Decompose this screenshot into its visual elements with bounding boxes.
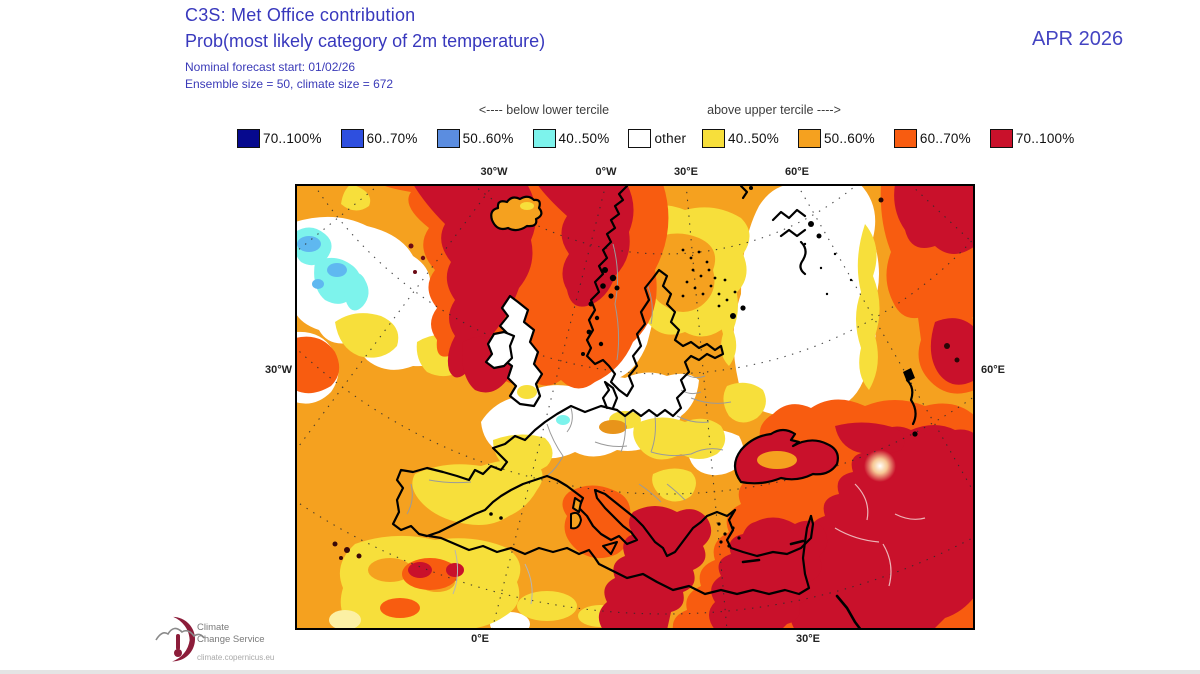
region-crimson (408, 184, 975, 630)
middle-east-borders (834, 483, 926, 587)
legend-swatch-red-orange (893, 129, 917, 148)
legend-swatch-navy (237, 129, 260, 148)
tick-left-30w: 30°W (264, 364, 292, 376)
legend-swatch-yellow (702, 129, 725, 148)
tick-top-30e: 30°E (674, 166, 698, 178)
legend-above-group: 40..50% 50..60% 60..70% 70..100% (702, 129, 1074, 148)
legend-item-orange: 50..60% (797, 129, 875, 148)
bottom-strip (0, 670, 1200, 674)
legend-below-group: 70..100% 60..70% 50..60% 40..50% other (237, 129, 686, 148)
tick-top-60e: 60°E (785, 166, 809, 178)
crete-island (741, 558, 761, 564)
legend-item-light-blue: 50..60% (436, 129, 514, 148)
legend-item-navy: 70..100% (237, 129, 322, 148)
atlantic-coast (391, 404, 737, 558)
tick-bottom-30e: 30°E (796, 633, 820, 645)
glow-spot (864, 450, 896, 482)
legend-label: 60..70% (919, 131, 971, 146)
mountain-icon (155, 627, 205, 641)
corsica-island (572, 497, 582, 513)
legend-label: 50..60% (462, 131, 514, 146)
page-title: C3S: Met Office contribution (185, 5, 416, 25)
turkey-coast (725, 508, 815, 558)
black-sea-center (757, 451, 797, 469)
ireland-coast (484, 330, 516, 370)
logo-text: Climate Change Service (197, 622, 265, 645)
logo-url: climate.copernicus.eu (197, 653, 275, 662)
thermometer-icon (174, 634, 182, 657)
legend-item-red-orange: 60..70% (893, 129, 971, 148)
legend-item-crimson: 70..100% (989, 129, 1075, 148)
legend-swatch-white (628, 129, 652, 148)
sardinia-island (570, 511, 582, 530)
legend-item-blue: 60..70% (340, 129, 418, 148)
region-cyan (295, 227, 570, 425)
legend-label: 60..70% (366, 131, 418, 146)
novaya-zemlya-coast (739, 184, 749, 200)
forecast-start-line: Nominal forecast start: 01/02/26 (185, 60, 356, 74)
legend-label: 50..60% (823, 131, 875, 146)
dark-terrain-spots (332, 197, 960, 560)
legend-item-cyan: 40..50% (532, 129, 610, 148)
tick-top-0w: 0°W (595, 166, 617, 178)
ensemble-info-line: Ensemble size = 50, climate size = 672 (185, 77, 394, 91)
iceland-yellow-patch (520, 202, 534, 210)
legend-label: other (654, 131, 687, 146)
above-tercile-heading: above upper tercile ----> (707, 103, 841, 117)
legend-label: 70..100% (263, 131, 322, 146)
below-tercile-heading: <---- below lower tercile (478, 103, 610, 117)
tick-bottom-0e: 0°E (471, 633, 489, 645)
uk-south-patch (517, 385, 537, 399)
denmark-coast (601, 380, 619, 410)
legend-item-yellow: 40..50% (702, 129, 779, 148)
legend-swatch-light-blue (436, 129, 460, 148)
graticule-lines (295, 184, 975, 630)
sicily-island (602, 541, 618, 555)
tick-top-30w: 30°W (480, 166, 508, 178)
map-speckles (489, 186, 918, 548)
copernicus-climate-logo (146, 612, 205, 666)
legend-swatch-blue (340, 129, 364, 148)
valid-month-label: APR 2026 (1032, 28, 1124, 50)
legend-swatch-cyan (532, 129, 556, 148)
legend-label: 40..50% (728, 131, 779, 146)
europe-probability-map (295, 184, 975, 630)
crescent-icon (146, 612, 195, 666)
red-sea (835, 594, 863, 630)
legend-swatch-crimson (989, 129, 1013, 148)
legend-swatch-orange (797, 129, 821, 148)
caspian-coast (905, 378, 917, 426)
iceland-coast (490, 195, 543, 232)
levant-africa-coast (427, 514, 813, 596)
scandinavia-coast (585, 184, 725, 418)
map-canvas (295, 184, 975, 630)
map-frame (295, 184, 975, 630)
tick-right-60e: 60°E (981, 364, 1005, 376)
page-subtitle: Prob(most likely category of 2m temperat… (185, 31, 546, 51)
cyprus-island (789, 539, 805, 546)
legend-label: 70..100% (1015, 131, 1075, 146)
legend-item-white: other (628, 129, 686, 148)
white-sea-coast (771, 208, 807, 276)
legend-label: 40..50% (558, 131, 610, 146)
